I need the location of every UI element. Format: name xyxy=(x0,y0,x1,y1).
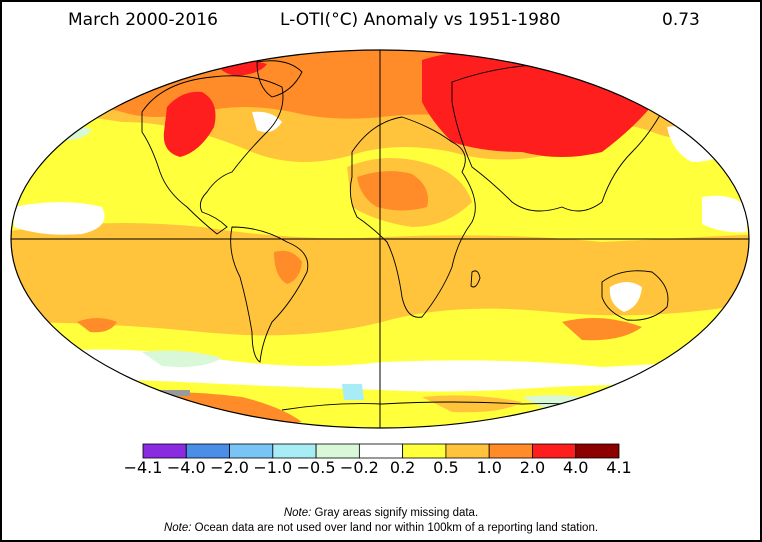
colorbar-tick-label: 1.0 xyxy=(476,458,502,477)
colorbar-tick-label: 4.0 xyxy=(562,458,589,477)
note-text: Ocean data are not used over land nor wi… xyxy=(191,522,599,534)
global-mean-value: 0.73 xyxy=(662,10,700,30)
colorbar-tick-label: −0.2 xyxy=(339,458,379,477)
south-america-coastline xyxy=(230,226,309,363)
colorbar-swatch xyxy=(445,443,490,459)
colorbar-swatch xyxy=(272,443,317,459)
colorbar-tick-label: 2.0 xyxy=(519,458,546,477)
map-title: L-OTI(°C) Anomaly vs 1951-1980 xyxy=(280,10,561,30)
colorbar-tick-label: −4.1 xyxy=(123,458,163,477)
colorbar-swatch xyxy=(142,443,187,459)
antarctic-blue-patch xyxy=(342,384,364,400)
madagascar-coastline xyxy=(470,270,481,288)
colorbar-swatch xyxy=(315,443,360,459)
colorbar-swatch xyxy=(488,443,533,459)
colorbar-swatch xyxy=(575,443,620,459)
south-pacific-orange-region xyxy=(77,318,117,333)
colorbar-tick-label: 4.1 xyxy=(606,458,632,477)
colorbar-swatch xyxy=(402,443,447,459)
globe-outline xyxy=(10,49,750,429)
greenland-coastline xyxy=(256,60,303,98)
colorbar-tick-label: −1.0 xyxy=(253,458,293,477)
colorbar-tick-label: 0.2 xyxy=(389,458,416,477)
colorbar-swatch xyxy=(358,443,404,459)
indian-ocean-orange-region xyxy=(562,318,642,341)
southern-ocean-green-patch xyxy=(142,350,222,367)
note-label: Note: xyxy=(163,522,192,534)
antarctic-orange-light-region xyxy=(422,395,522,413)
tropics-orange-light-band xyxy=(11,223,749,336)
colorbar-swatch xyxy=(185,443,230,459)
colorbar-tick-label: −2.0 xyxy=(210,458,249,477)
note-label: Note: xyxy=(283,507,312,519)
colorbar-swatch xyxy=(229,443,274,459)
colorbar-tick-label: −0.5 xyxy=(296,458,336,477)
east-pacific-neutral-region xyxy=(702,195,747,233)
labrador-neutral-region xyxy=(252,111,282,133)
note-text: Gray areas signify missing data. xyxy=(311,507,479,519)
period-label: March 2000-2016 xyxy=(68,10,218,30)
ocean-data-note: Note: Ocean data are not used over land … xyxy=(2,522,760,534)
south-america-orange-region xyxy=(274,250,302,284)
africa-europe-coastline xyxy=(349,116,476,318)
sahara-orange-region xyxy=(357,171,428,211)
colorbar-swatch xyxy=(532,443,577,459)
north-america-coastline xyxy=(141,75,284,235)
canada-red-region xyxy=(163,91,216,157)
pacific-neutral-region xyxy=(14,202,105,235)
australia-coastline xyxy=(601,270,669,321)
colorbar-tick-label: 0.5 xyxy=(433,458,459,477)
missing-data-note: Note: Gray areas signify missing data. xyxy=(2,507,760,519)
australia-neutral-region xyxy=(609,282,642,312)
colorbar-tick-label: −4.0 xyxy=(166,458,206,477)
